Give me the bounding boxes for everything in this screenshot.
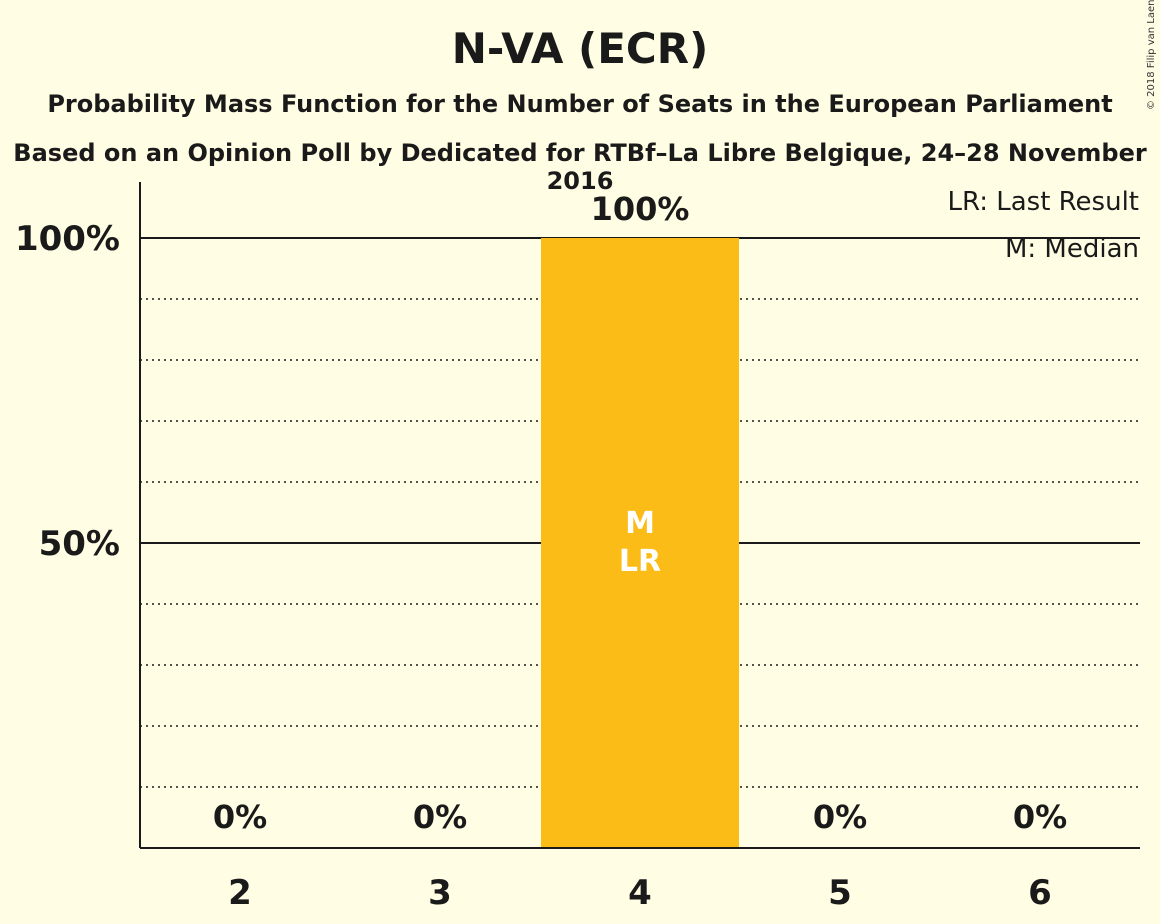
y-tick-label: 50% — [39, 524, 120, 564]
bar — [541, 238, 739, 848]
bar-value-label: 0% — [213, 798, 267, 836]
chart-title: N-VA (ECR) — [451, 24, 709, 73]
x-tick-label: 3 — [428, 873, 452, 913]
bar-annotation: LR — [619, 544, 661, 579]
chart-source-subtitle: Based on an Opinion Poll by Dedicated fo… — [13, 139, 1147, 195]
bar-value-label: 0% — [413, 798, 467, 836]
x-tick-label: 2 — [228, 873, 252, 913]
legend-entry: LR: Last Result — [947, 187, 1139, 217]
x-tick-label: 6 — [1028, 873, 1052, 913]
bar-value-label: 100% — [591, 190, 690, 228]
y-tick-label: 100% — [15, 219, 120, 259]
chart-subtitle: Probability Mass Function for the Number… — [47, 90, 1113, 118]
x-tick-label: 5 — [828, 873, 852, 913]
bar-annotation: M — [625, 506, 655, 541]
bar-value-label: 0% — [813, 798, 867, 836]
legend-entry: M: Median — [1005, 234, 1139, 264]
x-tick-label: 4 — [628, 873, 652, 913]
bar-value-label: 0% — [1013, 798, 1067, 836]
